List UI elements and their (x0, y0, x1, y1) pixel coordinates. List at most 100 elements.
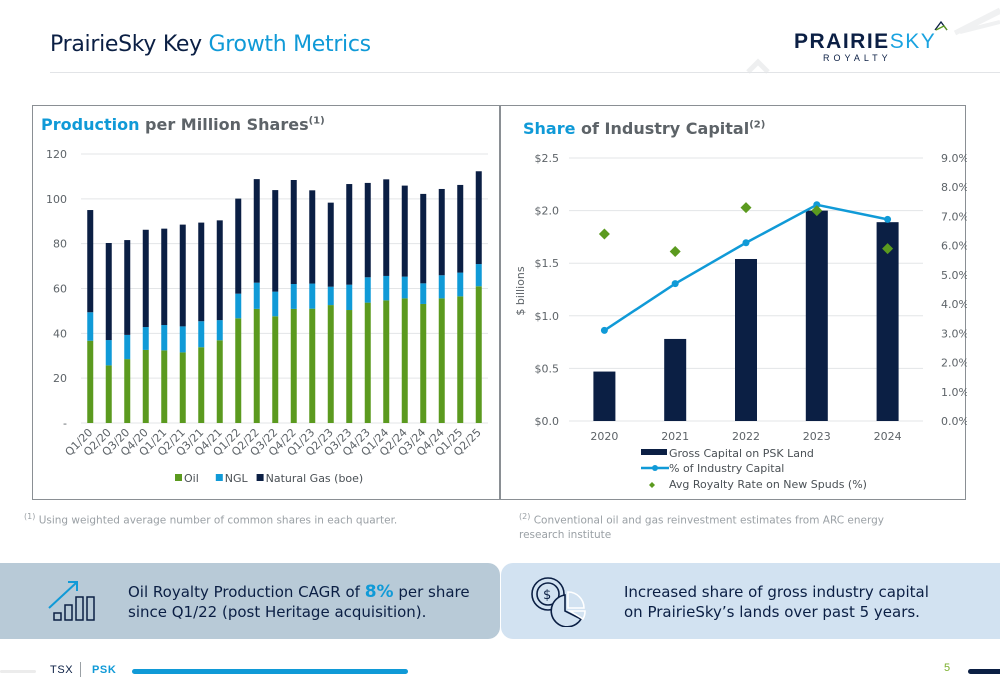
bar-ngl (198, 321, 205, 348)
oil-cagr-text: Oil Royalty Production CAGR of 8% per sh… (128, 582, 470, 622)
bar-ngl (327, 286, 334, 306)
footnote-2-text-line1: Conventional oil and gas reinvestment es… (533, 514, 884, 527)
bar-natural-gas-boe (346, 184, 353, 285)
bar-natural-gas-boe (179, 224, 186, 327)
royalty-rate-point (811, 205, 823, 217)
y2-tick-label: 5.0% (941, 269, 967, 282)
bar-gross-capital (805, 210, 828, 421)
bar-oil (198, 347, 205, 423)
title-rest: of Industry Capital (581, 119, 750, 138)
bar-oil (475, 286, 482, 423)
bar-natural-gas-boe (420, 193, 427, 284)
legend-label: Natural Gas (boe) (266, 472, 364, 485)
bar-oil (420, 303, 427, 423)
footer-accent-bar (132, 669, 408, 674)
y-tick-label: $2.5 (535, 152, 560, 165)
legend-swatch-diamond (649, 482, 655, 488)
line-point (671, 280, 679, 288)
line-point (813, 201, 821, 209)
capital-pie-icon: $ (531, 577, 586, 627)
bar-ngl (475, 264, 482, 287)
title-highlight: Production (41, 115, 140, 134)
bar-ngl (364, 277, 371, 303)
svg-text:$: $ (543, 588, 551, 603)
legend-label: NGL (225, 472, 249, 485)
bar-gross-capital (735, 258, 757, 421)
bar-natural-gas-boe (327, 202, 334, 287)
bar-oil (272, 316, 279, 423)
bar-gross-capital (876, 222, 899, 421)
bar-oil (105, 365, 112, 423)
y-tick-label: 60 (53, 283, 67, 296)
royalty-rate-point (740, 202, 752, 214)
capital-text-line2: on PrairieSky’s lands over past 5 years. (624, 603, 920, 621)
bar-oil (142, 349, 149, 423)
x-tick-label: 2021 (661, 430, 689, 443)
page-number: 5 (944, 662, 951, 674)
cagr-text-line2: since Q1/22 (post Heritage acquisition). (128, 603, 427, 621)
legend-swatch (256, 474, 264, 481)
bar-ngl (383, 275, 390, 301)
bar-natural-gas-boe (272, 190, 279, 292)
bar-ngl (309, 283, 316, 309)
line-point (884, 215, 892, 223)
bar-natural-gas-boe (438, 188, 445, 276)
footer-right-accent (968, 669, 1000, 674)
bar-natural-gas-boe (124, 240, 131, 335)
bar-oil (253, 308, 260, 423)
bar-natural-gas-boe (401, 185, 408, 277)
y2-tick-label: 4.0% (941, 298, 967, 311)
bar-oil (438, 298, 445, 423)
legend-swatch (175, 474, 182, 481)
bar-natural-gas-boe (235, 198, 242, 294)
bar-gross-capital (664, 338, 687, 421)
royalty-rate-point (882, 243, 894, 255)
bar-oil (87, 340, 94, 423)
bar-ngl (272, 291, 279, 317)
bar-oil (309, 308, 316, 423)
footer-ticker: PSK (92, 664, 117, 676)
y2-tick-label: 1.0% (941, 386, 967, 399)
line-point (600, 326, 608, 334)
footnote-2-marker: (2) (519, 512, 531, 521)
x-tick-label: 2020 (590, 430, 618, 443)
industry-capital-text: Increased share of gross industry capita… (624, 582, 929, 622)
royalty-rate-point (598, 228, 610, 240)
industry-capital-chart-panel: Share of Industry Capital(2) $0.0 $0.5 $1.… (500, 105, 967, 500)
y-tick-label: $1.5 (535, 257, 560, 270)
prairiesky-logo: PRAIRIESKY ROYALTY (790, 18, 950, 63)
page-title-part2: Growth Metrics (208, 32, 372, 57)
bar-ngl (216, 320, 223, 341)
y2-tick-label: 0.0% (941, 415, 967, 428)
bar-ngl (124, 334, 131, 360)
bar-natural-gas-boe (161, 228, 168, 326)
bar-oil (457, 296, 464, 423)
bar-ngl (179, 326, 186, 353)
logo-sky: SKY (889, 30, 937, 53)
bar-ngl (105, 340, 112, 366)
industry-capital-chart: $0.0 $0.5 $1.0 $1.5 $2.0 $2.5 0.0% 1.0% 2.0% 3.0%… (514, 152, 967, 491)
y-tick-label: $1.0 (535, 310, 560, 323)
y-tick-label: 80 (53, 238, 67, 251)
y-axis-label: $ billions (514, 266, 527, 315)
bar-natural-gas-boe (198, 222, 205, 322)
bar-natural-gas-boe (309, 190, 316, 284)
y-tick-label: $2.0 (535, 205, 560, 218)
y-tick-label: $0.5 (535, 362, 560, 375)
y2-tick-label: 2.0% (941, 357, 967, 370)
capital-text-line1: Increased share of gross industry capita… (624, 583, 929, 601)
bar-oil (364, 302, 371, 423)
y2-tick-label: 7.0% (941, 210, 967, 223)
title-rest: per Million Shares (145, 115, 309, 134)
page-title-part1: PrairieSky Key (50, 32, 202, 57)
y-tick-label: - (63, 417, 67, 430)
bar-ngl (457, 272, 464, 297)
bar-gross-capital (593, 371, 616, 421)
bar-oil (346, 310, 353, 423)
y2-tick-label: 9.0% (941, 152, 967, 165)
cagr-text-post: per share (398, 583, 470, 601)
logo-peak-icon (934, 20, 948, 31)
y-tick-label: 20 (53, 372, 67, 385)
bar-ngl (253, 282, 260, 309)
production-chart: -20406080100120Q1/20Q2/20Q3/20Q4/20Q1/21… (46, 148, 488, 485)
